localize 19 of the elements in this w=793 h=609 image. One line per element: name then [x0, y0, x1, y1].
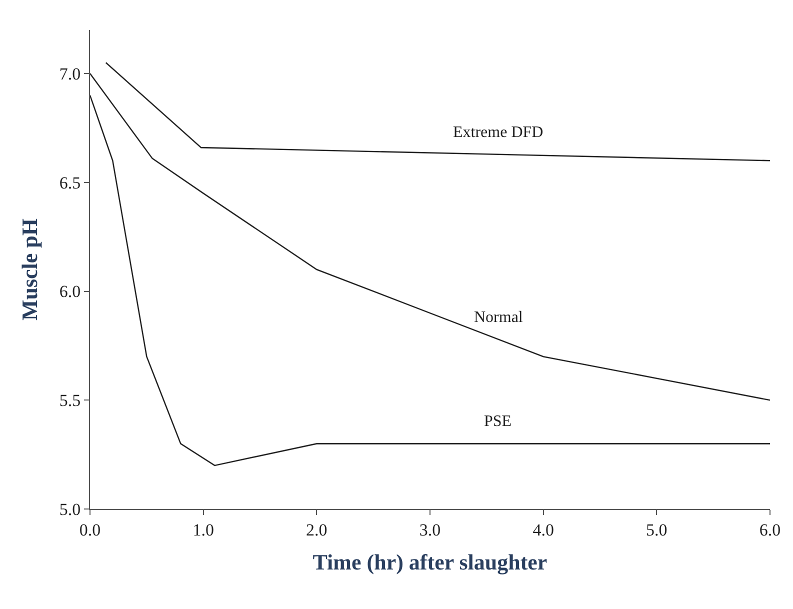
x-tick-label: 2.0 [306, 520, 328, 540]
x-tick-label: 1.0 [192, 520, 214, 540]
y-tick-label: 6.0 [59, 282, 81, 302]
x-tick-label: 5.0 [646, 520, 668, 540]
series-label: Extreme DFD [453, 124, 544, 141]
y-tick-label: 5.5 [59, 391, 81, 410]
x-axis-title: Time (hr) after slaughter [312, 549, 548, 574]
x-tick-label: 6.0 [759, 520, 781, 540]
y-tick-label: 6.5 [59, 173, 81, 192]
y-tick-label: 7.0 [59, 64, 81, 84]
x-tick-label: 0.0 [79, 520, 101, 540]
y-axis-title: Muscle pH [17, 218, 42, 321]
y-tick-label: 5.0 [59, 500, 81, 519]
x-tick-label: 4.0 [532, 520, 554, 540]
line-series [90, 94, 770, 466]
line-series [90, 72, 770, 401]
series-label: Normal [474, 309, 524, 326]
series-label: PSE [484, 413, 512, 430]
x-tick-label: 3.0 [419, 520, 441, 540]
